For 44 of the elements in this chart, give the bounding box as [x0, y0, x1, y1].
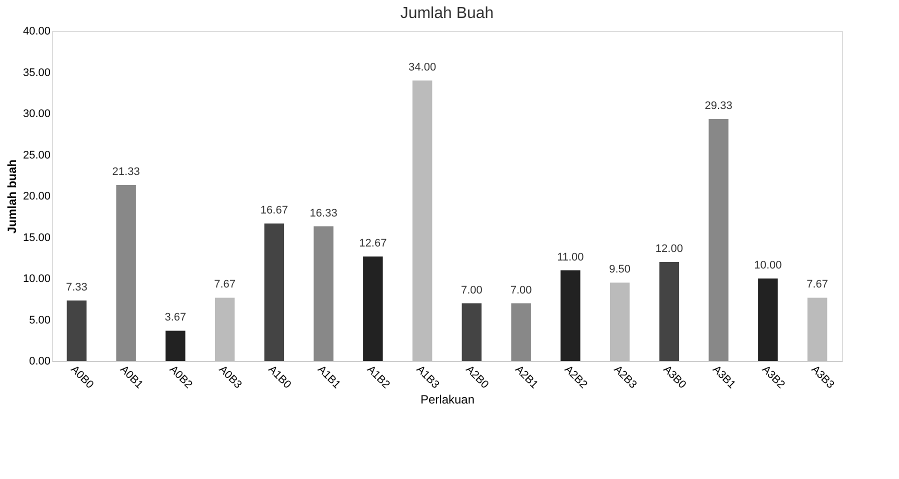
y-tick-label: 35.00	[22, 66, 50, 79]
bar	[66, 300, 87, 361]
y-tick-label: 20.00	[22, 190, 50, 202]
data-label: 7.00	[460, 284, 482, 296]
bar	[116, 185, 136, 361]
bar	[264, 223, 284, 361]
data-label: 7.67	[214, 278, 236, 291]
data-label: 12.67	[359, 237, 387, 250]
y-tick-label: 0.00	[29, 356, 50, 368]
bar	[214, 298, 235, 361]
y-tick-label: 40.00	[22, 26, 50, 38]
bar	[166, 330, 186, 361]
data-label: 29.33	[704, 100, 732, 112]
data-label: 3.67	[164, 312, 186, 324]
bar	[708, 119, 728, 361]
x-axis-title: Perlakuan	[420, 392, 475, 406]
bar	[807, 298, 828, 361]
bar	[314, 226, 334, 361]
bar	[610, 282, 630, 361]
data-label: 11.00	[557, 251, 584, 264]
bar	[511, 303, 531, 361]
bar	[363, 256, 383, 361]
data-label: 10.00	[754, 260, 782, 272]
bar	[412, 80, 432, 361]
data-label: 21.33	[112, 166, 140, 178]
data-label: 7.00	[510, 284, 532, 296]
data-label: 16.33	[310, 207, 338, 220]
data-label: 34.00	[408, 62, 436, 74]
y-tick-label: 5.00	[29, 314, 50, 326]
bar	[560, 270, 580, 361]
data-label: 7.33	[66, 282, 88, 294]
bar	[659, 262, 680, 361]
bar	[462, 303, 482, 361]
y-tick-label: 15.00	[22, 232, 50, 244]
y-tick-label: 30.00	[22, 108, 50, 120]
bar	[758, 278, 778, 361]
data-label: 16.67	[260, 204, 288, 216]
y-tick-label: 10.00	[22, 273, 50, 285]
data-label: 9.50	[609, 264, 631, 276]
y-axis-title: Jumlah buah	[4, 159, 19, 234]
data-label: 7.67	[806, 278, 828, 291]
y-tick-label: 25.00	[22, 149, 50, 162]
chart-title: Jumlah Buah	[400, 5, 494, 22]
data-label: 12.00	[655, 243, 683, 255]
